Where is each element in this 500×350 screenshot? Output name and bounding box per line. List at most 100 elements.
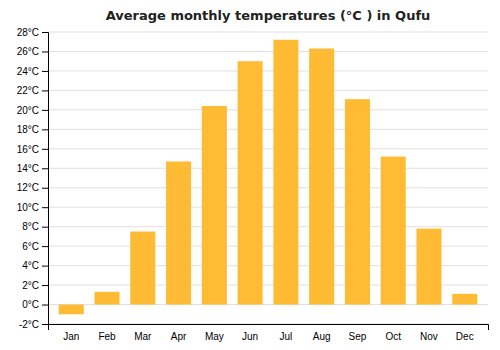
y-tick: 8°C [22,221,48,232]
x-tick: Dec [456,331,474,342]
plot: -2°C 0°C 2°C 4°C 6°C 8°C 10°C 12°C 14°C 16°C 18°C 2… [17,27,489,342]
tick-label: Sep [349,331,367,342]
axis-line [42,33,49,325]
tick-label: Dec [456,331,474,342]
grid [48,32,488,324]
bar [238,61,263,304]
y-tick: 20°C [17,105,48,116]
tick-label: 20°C [17,105,39,116]
tick-mark [42,168,48,169]
x-tick: Apr [171,331,187,342]
x-tick: Jan [63,331,79,342]
tick-mark [42,285,48,286]
tick-mark [42,71,48,72]
bar [166,161,191,304]
y-tick: 12°C [17,182,48,193]
x-tick: Nov [420,331,438,342]
tick-label: 4°C [22,260,39,271]
tick-mark [42,149,48,150]
y-tick: 6°C [22,241,48,252]
y-tick: 14°C [17,163,48,174]
bar [273,40,298,305]
grid-line [48,90,488,91]
tick-mark [42,324,48,325]
x-tick: May [205,331,224,342]
tick-mark [42,227,48,228]
tick-label: 28°C [17,27,39,38]
tick-label: 22°C [17,85,39,96]
x-tick: Sep [349,331,367,342]
grid-line [48,148,488,149]
x-tick: Feb [98,331,116,342]
tick-label: 26°C [17,46,39,57]
y-tick: 16°C [17,144,48,155]
tick-label: 24°C [17,66,39,77]
tick-label: 12°C [17,182,39,193]
grid-line [48,226,488,227]
tick-label: 0°C [22,299,39,310]
grid-line [48,207,488,208]
bars [59,40,478,314]
tick-mark [42,110,48,111]
y-tick: 18°C [17,124,48,135]
tick-mark [42,129,48,130]
chart: -2°C 0°C 2°C 4°C 6°C 8°C 10°C 12°C 14°C 16°C 18°C 2… [0,0,500,350]
tick-label: 10°C [17,202,39,213]
tick-label: 6°C [22,241,39,252]
y-tick: 0°C [22,299,48,310]
tick-label: Jun [242,331,258,342]
x-tick: Oct [385,331,401,342]
bar [345,99,370,304]
tick-label: Nov [420,331,438,342]
tick-mark [42,266,48,267]
tick-mark [42,305,48,306]
bar [95,292,120,305]
x-tick: Jun [242,331,258,342]
bar [416,229,441,305]
y-tick: 26°C [17,46,48,57]
tick-label: 14°C [17,163,39,174]
tick-label: -2°C [19,319,39,330]
tick-label: Oct [385,331,401,342]
x-tick: Aug [313,331,331,342]
tick-mark [42,207,48,208]
tick-mark [42,32,48,33]
y-tick: -2°C [19,319,48,330]
bar [452,294,477,305]
y-tick: 4°C [22,260,48,271]
tick-label: Jan [63,331,79,342]
y-tick: 28°C [17,27,48,38]
tick-mark [42,90,48,91]
x-tick: Mar [134,331,152,342]
bar [202,106,227,305]
tick-label: Apr [171,331,187,342]
tick-label: 16°C [17,144,39,155]
x-tick: Jul [279,331,292,342]
y-tick: 10°C [17,202,48,213]
tick-label: Aug [313,331,331,342]
bar [381,157,406,305]
tick-mark [42,51,48,52]
y-tick: 24°C [17,66,48,77]
grid-line [48,187,488,188]
y-tick: 22°C [17,85,48,96]
y-axis: -2°C 0°C 2°C 4°C 6°C 8°C 10°C 12°C 14°C 16°C 18°C 2… [17,27,49,330]
grid-line [48,51,488,52]
tick-label: Feb [98,331,116,342]
x-axis: Jan Feb Mar Apr May Jun Jul Aug Sep Oct Nov Dec [49,325,489,343]
grid-line [48,70,488,71]
tick-label: Mar [134,331,152,342]
bar [309,49,334,305]
tick-label: Jul [279,331,292,342]
tick-mark [42,188,48,189]
tick-label: 18°C [17,124,39,135]
bar [59,305,84,315]
axis-line [49,325,489,331]
y-tick: 2°C [22,280,48,291]
bar [130,232,155,305]
tick-mark [42,246,48,247]
tick-label: 2°C [22,280,39,291]
grid-line [48,32,488,33]
grid-line [48,168,488,169]
tick-label: 8°C [22,221,39,232]
